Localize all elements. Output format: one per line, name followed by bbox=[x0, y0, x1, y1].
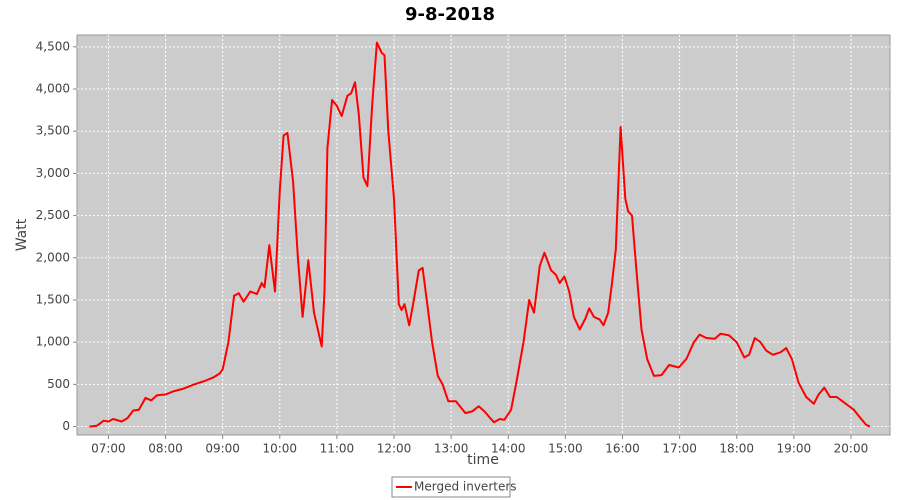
y-tick-label: 3,500 bbox=[36, 124, 70, 138]
x-tick-label: 16:00 bbox=[605, 442, 640, 456]
x-tick-label: 14:00 bbox=[491, 442, 526, 456]
plot-area bbox=[76, 34, 891, 436]
chart-title: 9-8-2018 bbox=[405, 4, 495, 25]
y-tick-label: 3,000 bbox=[36, 166, 70, 180]
y-tick-label: 500 bbox=[47, 377, 70, 391]
x-tick-label: 18:00 bbox=[719, 442, 754, 456]
legend-box bbox=[391, 476, 511, 498]
x-tick-label: 10:00 bbox=[262, 442, 297, 456]
x-tick-label: 08:00 bbox=[148, 442, 183, 456]
x-axis-label: time bbox=[467, 452, 499, 468]
data-line bbox=[89, 41, 871, 428]
x-tick-label: 19:00 bbox=[777, 442, 812, 456]
x-tick-label: 12:00 bbox=[377, 442, 412, 456]
y-tick-label: 2,500 bbox=[36, 208, 70, 222]
y-axis-label: Watt bbox=[14, 218, 30, 251]
x-tick-label: 07:00 bbox=[91, 442, 126, 456]
legend-label: Merged inverters bbox=[414, 480, 517, 494]
x-tick-label: 13:00 bbox=[434, 442, 469, 456]
y-tick-label: 1,500 bbox=[36, 292, 70, 306]
y-tick-label: 4,500 bbox=[36, 39, 70, 53]
y-tick-label: 4,000 bbox=[36, 82, 70, 96]
y-tick-label: 1,000 bbox=[36, 335, 70, 349]
x-tick-label: 09:00 bbox=[205, 442, 240, 456]
x-tick-label: 17:00 bbox=[662, 442, 697, 456]
x-tick-label: 20:00 bbox=[834, 442, 869, 456]
x-tick-label: 11:00 bbox=[320, 442, 355, 456]
y-tick-label: 2,000 bbox=[36, 250, 70, 264]
x-tick-label: 15:00 bbox=[548, 442, 583, 456]
y-tick-label: 0 bbox=[62, 419, 70, 433]
